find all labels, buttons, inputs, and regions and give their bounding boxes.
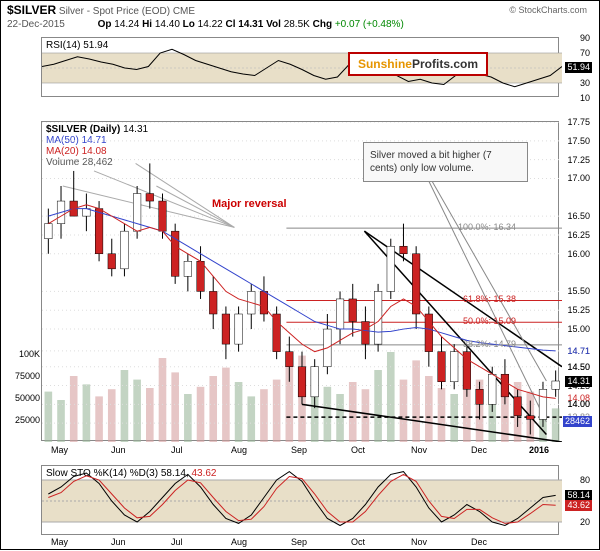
x-axis-months: MayJunJulAugSepOctNovDec2016 xyxy=(41,445,559,459)
price-panel: $SILVER (Daily) 14.31 MA(50) 14.71 MA(20… xyxy=(41,121,559,441)
major-reversal-label: Major reversal xyxy=(212,198,287,210)
note-annotation: Silver moved a bit higher (7 cents) only… xyxy=(363,142,528,182)
stock-chart: $SILVER Silver - Spot Price (EOD) CME © … xyxy=(0,0,600,550)
chart-date: 22-Dec-2015 xyxy=(7,19,65,30)
sto-plot xyxy=(42,466,562,536)
x-axis-months-lower: MayJunJulAugSepOctNovDec xyxy=(41,537,559,551)
ticker-desc: Silver - Spot Price (EOD) xyxy=(59,6,170,17)
stochastic-panel: Slow STO %K(14) %D(3) 58.14, 43.62 20508… xyxy=(41,465,559,535)
rsi-panel: RSI(14) 51.94 103050709051.94 SunshinePr… xyxy=(41,37,559,97)
ticker-symbol: $SILVER xyxy=(7,3,56,17)
watermark-badge: SunshineProfits.com xyxy=(348,52,488,76)
ohlc-row: 22-Dec-2015 Op 14.24 Hi 14.40 Lo 14.22 C… xyxy=(7,19,404,30)
credit-text: © StockCharts.com xyxy=(509,5,587,15)
exchange: CME xyxy=(173,6,195,17)
